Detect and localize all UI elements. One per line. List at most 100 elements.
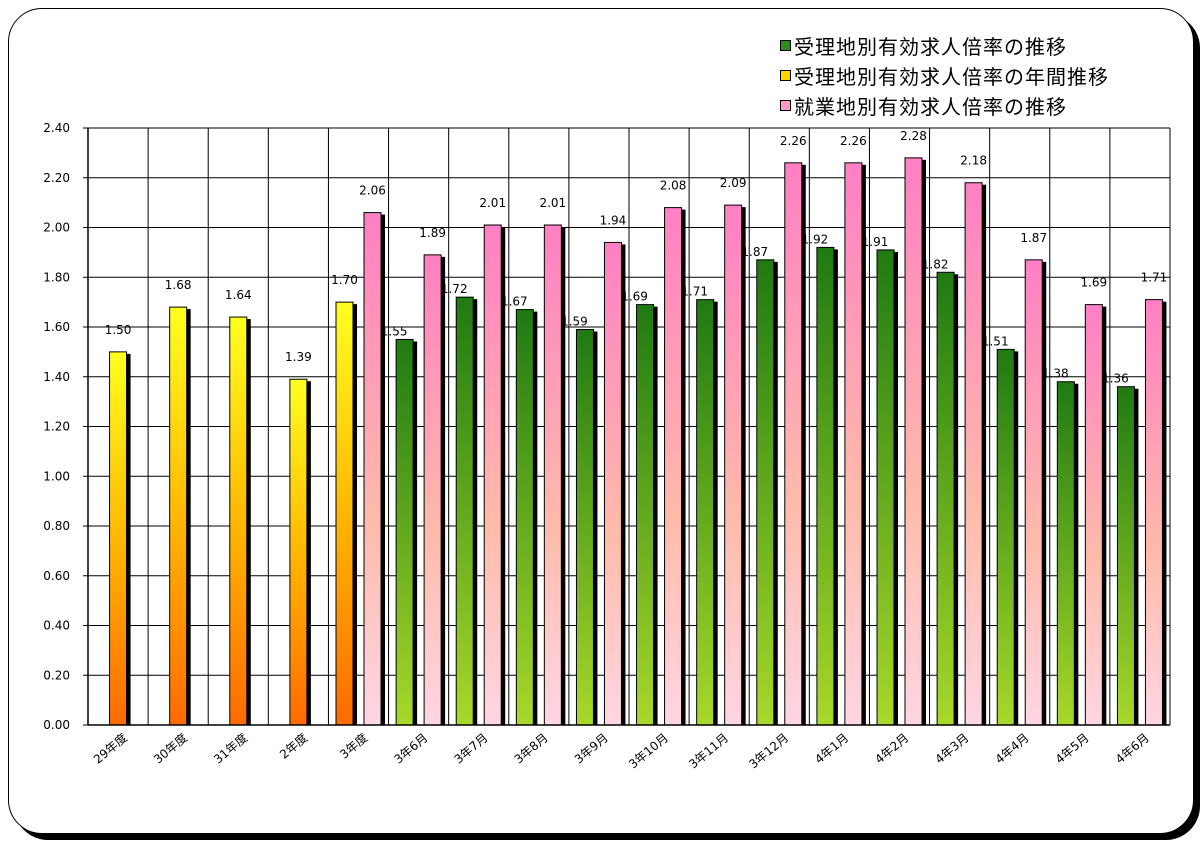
x-tick-label: 30年度 (150, 730, 190, 767)
x-tick-label: 4年5月 (1053, 731, 1092, 767)
data-label: 2.18 (960, 154, 987, 168)
x-tick-label: 3年6月 (391, 731, 430, 767)
x-tick-label: 3年7月 (452, 731, 491, 767)
y-tick-label: 0.00 (43, 718, 70, 732)
data-label: 2.26 (780, 134, 807, 148)
data-label: 1.69 (1080, 276, 1107, 290)
gridlines (87, 127, 1171, 726)
bar (1084, 304, 1103, 726)
bar (636, 304, 655, 726)
data-label: 2.08 (660, 179, 687, 193)
bar (664, 207, 683, 726)
legend-swatch-pink (780, 99, 791, 111)
legend-item-series-1: 受理地別有効求人倍率の推移 (780, 30, 1109, 60)
data-label: 2.01 (479, 196, 506, 210)
x-tick-label: 31年度 (210, 730, 250, 767)
x-tick-label: 3年度 (337, 730, 371, 762)
bar (876, 249, 895, 726)
y-axis: 0.00 0.20 0.40 0.60 0.80 1.00 1.20 1.40 1.60 1.80… (43, 121, 89, 732)
data-label: 1.87 (741, 245, 768, 259)
legend: 受理地別有効求人倍率の推移 受理地別有効求人倍率の年間推移 就業地別有効求人倍率… (780, 30, 1109, 120)
bar (109, 351, 128, 726)
data-label: 1.51 (982, 334, 1009, 348)
bar (603, 241, 622, 726)
data-label: 2.06 (359, 184, 386, 198)
x-tick-label: 3年12月 (746, 731, 791, 772)
data-label: 2.01 (539, 196, 566, 210)
legend-label: 受理地別有効求人倍率の推移 (794, 34, 1067, 59)
bar (1144, 299, 1163, 726)
data-label: 1.71 (1141, 271, 1168, 285)
bar (455, 296, 474, 726)
y-tick-label: 1.20 (43, 420, 70, 434)
legend-item-series-3: 就業地別有効求人倍率の推移 (780, 90, 1109, 120)
x-tick-label: 4年6月 (1113, 731, 1152, 767)
data-label: 1.36 (1102, 372, 1129, 386)
bar (483, 224, 502, 726)
bar (575, 328, 594, 726)
x-tick-label: 4年4月 (993, 731, 1032, 767)
legend-swatch-yellow (780, 69, 791, 81)
bar (335, 301, 354, 726)
y-tick-label: 1.80 (43, 270, 70, 284)
data-label: 1.69 (621, 290, 648, 304)
bar (363, 212, 382, 726)
y-tick-label: 1.40 (43, 370, 70, 384)
bar (515, 309, 534, 726)
bar (395, 338, 414, 726)
x-tick-label: 3年10月 (626, 731, 671, 772)
bar (1056, 381, 1075, 726)
legend-label: 受理地別有効求人倍率の年間推移 (794, 64, 1109, 89)
bar (543, 224, 562, 726)
bar (1116, 386, 1135, 726)
bar (816, 246, 835, 726)
bar (724, 204, 743, 726)
y-tick-label: 0.60 (43, 569, 70, 583)
x-tick-label: 3年11月 (686, 731, 731, 772)
legend-item-series-2: 受理地別有効求人倍率の年間推移 (780, 60, 1109, 90)
bar (996, 348, 1015, 726)
data-label: 2.28 (900, 129, 927, 143)
y-tick-label: 1.00 (43, 469, 70, 483)
data-label: 1.38 (1042, 367, 1069, 381)
bar (169, 306, 188, 726)
data-label: 1.71 (681, 285, 708, 299)
data-label: 1.94 (600, 213, 627, 227)
bar (423, 254, 442, 726)
x-tick-label: 3年8月 (512, 731, 551, 767)
data-label: 1.39 (285, 350, 312, 364)
data-label: 2.26 (840, 134, 867, 148)
data-label: 1.72 (441, 282, 468, 296)
x-tick-label: 29年度 (90, 730, 130, 767)
data-label: 1.92 (802, 232, 829, 246)
bar (904, 157, 923, 726)
x-tick-label: 4年2月 (872, 731, 911, 767)
bar (1024, 259, 1043, 726)
x-tick-label: 4年1月 (812, 731, 851, 767)
data-label: 1.91 (862, 235, 889, 249)
legend-swatch-green (780, 39, 791, 51)
data-label: 1.59 (561, 314, 588, 328)
x-tick-label: 4年3月 (932, 731, 971, 767)
data-label: 1.82 (922, 257, 949, 271)
legend-label: 就業地別有効求人倍率の推移 (794, 94, 1067, 119)
y-tick-label: 2.20 (43, 171, 70, 185)
chart-frame (8, 8, 1194, 834)
bar (289, 378, 308, 726)
bar (844, 162, 863, 726)
y-tick-label: 1.60 (43, 320, 70, 334)
data-label: 1.67 (501, 295, 528, 309)
data-label: 1.68 (165, 278, 192, 292)
bar (936, 271, 955, 726)
bar (756, 259, 775, 726)
data-label: 1.89 (419, 226, 446, 240)
bars: 1.50 1.68 1.64 1.39 1.70 2.06 1.55 1.89 1.72 2.01… (105, 129, 1168, 726)
data-label: 1.50 (105, 323, 132, 337)
data-label: 1.70 (331, 273, 358, 287)
y-tick-label: 2.00 (43, 221, 70, 235)
y-tick-label: 0.80 (43, 519, 70, 533)
x-axis: 29年度 30年度 31年度 2年度 3年度 3年6月 3年7月 3年8月 3年9月 3年10月 3… (88, 724, 1170, 772)
bar (229, 316, 248, 726)
y-tick-label: 0.40 (43, 619, 70, 633)
